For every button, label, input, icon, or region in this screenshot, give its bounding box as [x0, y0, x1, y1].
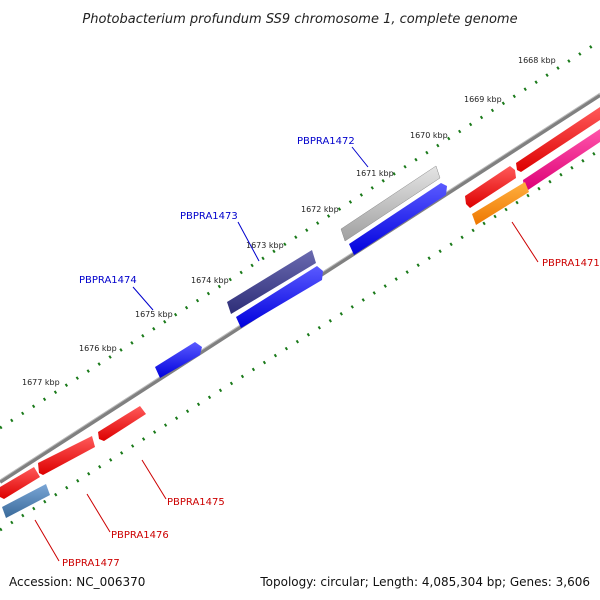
outer-tick-ring: [0, 39, 600, 430]
inner-tick-ring: [0, 148, 600, 532]
reverse-strand-genes: [0, 107, 600, 518]
gene-arrow-steel[interactable]: [2, 484, 50, 518]
gene-arrow-indigo[interactable]: [227, 250, 316, 314]
tick-label: 1668 kbp: [518, 56, 556, 65]
gene-label[interactable]: PBPRA1476: [111, 530, 169, 541]
leader-line: [511, 221, 539, 263]
leader-line: [351, 146, 369, 168]
leader-line: [132, 286, 154, 311]
tick-label: 1677 kbp: [22, 378, 60, 387]
tick-label: 1672 kbp: [301, 205, 339, 214]
gene-label[interactable]: PBPRA1475: [167, 497, 225, 508]
gene-label[interactable]: PBPRA1474: [79, 275, 137, 286]
tick-label: 1674 kbp: [191, 276, 229, 285]
gene-arrow-blue-small[interactable]: [155, 342, 202, 378]
gene-arrow-pink[interactable]: [523, 129, 600, 190]
gene-arrow-red[interactable]: [0, 467, 40, 499]
genome-summary-text: Topology: circular; Length: 4,085,304 bp…: [259, 575, 590, 589]
tick-label: 1676 kbp: [79, 344, 117, 353]
gene-labels: PBPRA1472 PBPRA1473 PBPRA1474 PBPRA1471 …: [62, 136, 600, 569]
map-title: Photobacterium profundum SS9 chromosome …: [82, 12, 517, 27]
leader-line: [141, 459, 167, 500]
gene-arrow-red[interactable]: [465, 166, 516, 208]
gene-label[interactable]: PBPRA1477: [62, 558, 120, 569]
leader-line: [34, 519, 60, 562]
tick-label: 1675 kbp: [135, 310, 173, 319]
tick-label: 1670 kbp: [410, 131, 448, 140]
gene-arrow-orange[interactable]: [472, 182, 529, 225]
gene-arrow-red[interactable]: [38, 436, 95, 475]
tick-labels: 1668 kbp 1669 kbp 1670 kbp 1671 kbp 1672…: [22, 56, 556, 387]
gene-arrow-red[interactable]: [516, 107, 600, 172]
tick-label: 1669 kbp: [464, 95, 502, 104]
label-leaders: [34, 146, 539, 562]
gene-label[interactable]: PBPRA1472: [297, 136, 355, 147]
gene-label[interactable]: PBPRA1471: [542, 258, 600, 269]
gene-arrow-blue[interactable]: [236, 266, 323, 328]
leader-line: [237, 221, 260, 262]
leader-line: [86, 493, 111, 533]
gene-arrow-red[interactable]: [98, 406, 146, 441]
gene-arrow-blue[interactable]: [349, 183, 447, 255]
tick-label: 1671 kbp: [356, 169, 394, 178]
gene-arrow-grey[interactable]: [340, 165, 441, 242]
gene-label[interactable]: PBPRA1473: [180, 211, 238, 222]
tick-label: 1673 kbp: [246, 241, 284, 250]
forward-strand-genes: [155, 165, 447, 378]
accession-text: Accession: NC_006370: [9, 575, 145, 589]
